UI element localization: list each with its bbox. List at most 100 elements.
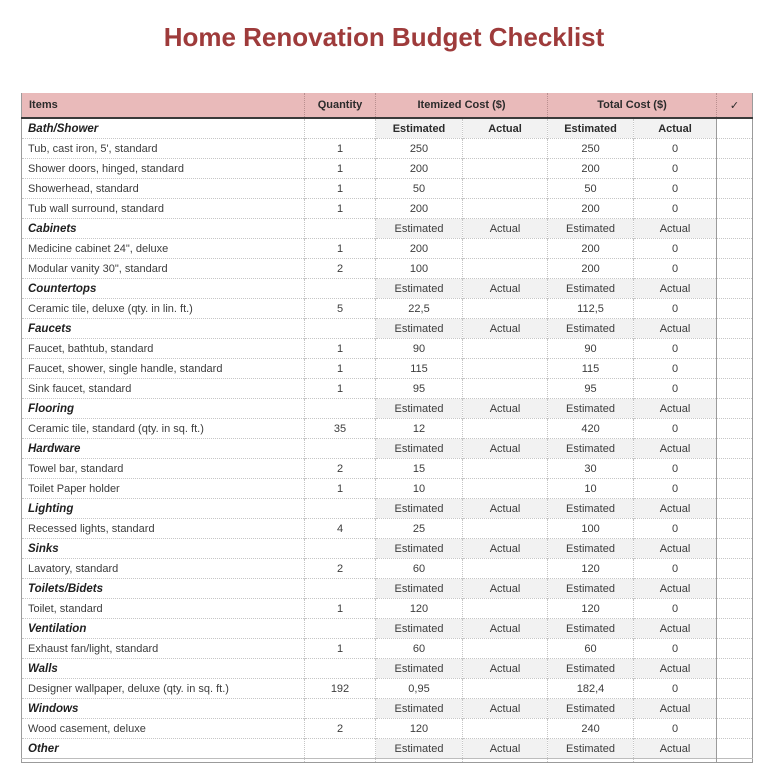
quantity-cell[interactable]: 1 xyxy=(304,138,376,159)
total-estimated-label[interactable]: Estimated xyxy=(547,438,634,459)
section-quantity-cell[interactable] xyxy=(304,658,376,679)
total-actual-cell[interactable]: 0 xyxy=(633,378,717,399)
total-actual-label[interactable]: Actual xyxy=(633,438,717,459)
total-actual-cell[interactable]: 0 xyxy=(633,558,717,579)
total-estimated-cell[interactable]: 200 xyxy=(547,238,634,259)
check-cell[interactable] xyxy=(716,238,753,259)
itemized-estimated-cell[interactable]: 120 xyxy=(375,598,463,619)
quantity-cell[interactable]: 1 xyxy=(304,158,376,179)
quantity-cell[interactable]: 1 xyxy=(304,598,376,619)
itemized-estimated-cell[interactable]: 10 xyxy=(375,478,463,499)
total-estimated-cell[interactable]: 120 xyxy=(547,558,634,579)
check-cell[interactable] xyxy=(716,278,753,299)
total-estimated-label[interactable]: Estimated xyxy=(547,738,634,759)
quantity-cell[interactable]: 4 xyxy=(304,518,376,539)
itemized-actual-cell[interactable] xyxy=(461,158,548,179)
itemized-actual-label[interactable]: Actual xyxy=(461,398,548,419)
quantity-cell[interactable]: 1 xyxy=(304,638,376,659)
itemized-actual-cell[interactable] xyxy=(461,378,548,399)
itemized-actual-label[interactable]: Actual xyxy=(461,618,548,639)
item-name-cell[interactable]: Wood casement, deluxe xyxy=(21,718,305,739)
section-name[interactable]: Faucets xyxy=(21,318,305,339)
section-quantity-cell[interactable] xyxy=(304,578,376,599)
itemized-estimated-cell[interactable]: 95 xyxy=(375,378,463,399)
section-name[interactable]: Sinks xyxy=(21,538,305,559)
total-estimated-label[interactable]: Estimated xyxy=(547,278,634,299)
itemized-actual-cell[interactable] xyxy=(461,518,548,539)
total-actual-label[interactable]: Actual xyxy=(633,618,717,639)
item-name-cell[interactable]: Lavatory, standard xyxy=(21,558,305,579)
section-name[interactable]: Flooring xyxy=(21,398,305,419)
total-actual-label[interactable]: Actual xyxy=(633,498,717,519)
quantity-cell[interactable]: 5 xyxy=(304,298,376,319)
itemized-actual-cell[interactable] xyxy=(461,358,548,379)
section-name[interactable]: Countertops xyxy=(21,278,305,299)
total-estimated-label[interactable]: Estimated xyxy=(547,318,634,339)
itemized-estimated-cell[interactable]: 25 xyxy=(375,518,463,539)
itemized-actual-cell[interactable] xyxy=(461,178,548,199)
total-estimated-cell[interactable]: 112,5 xyxy=(547,298,634,319)
total-estimated-cell[interactable]: 95 xyxy=(547,378,634,399)
total-estimated-cell[interactable]: 240 xyxy=(547,718,634,739)
check-cell[interactable] xyxy=(716,318,753,339)
quantity-cell[interactable]: 192 xyxy=(304,678,376,699)
total-actual-cell[interactable]: 0 xyxy=(633,138,717,159)
total-estimated-cell[interactable]: 60 xyxy=(547,638,634,659)
column-header-quantity[interactable]: Quantity xyxy=(304,93,376,119)
check-cell[interactable] xyxy=(716,498,753,519)
item-name-cell[interactable]: Faucet, shower, single handle, standard xyxy=(21,358,305,379)
total-estimated-label[interactable]: Estimated xyxy=(547,117,634,139)
total-actual-cell[interactable]: 0 xyxy=(633,358,717,379)
section-quantity-cell[interactable] xyxy=(304,698,376,719)
itemized-actual-label[interactable]: Actual xyxy=(461,318,548,339)
total-estimated-cell[interactable]: 182,4 xyxy=(547,678,634,699)
section-quantity-cell[interactable] xyxy=(304,738,376,759)
itemized-actual-cell[interactable] xyxy=(461,138,548,159)
check-cell[interactable] xyxy=(716,178,753,199)
itemized-actual-cell[interactable] xyxy=(461,598,548,619)
section-quantity-cell[interactable] xyxy=(304,438,376,459)
check-cell[interactable] xyxy=(716,718,753,739)
check-cell[interactable] xyxy=(716,678,753,699)
itemized-actual-cell[interactable] xyxy=(461,418,548,439)
itemized-actual-cell[interactable] xyxy=(461,258,548,279)
total-estimated-cell[interactable]: 420 xyxy=(547,418,634,439)
check-cell[interactable] xyxy=(716,117,753,139)
total-estimated-label[interactable]: Estimated xyxy=(547,538,634,559)
item-name-cell[interactable]: Ceramic tile, standard (qty. in sq. ft.) xyxy=(21,418,305,439)
total-actual-label[interactable]: Actual xyxy=(633,117,717,139)
total-estimated-label[interactable]: Estimated xyxy=(547,698,634,719)
check-cell[interactable] xyxy=(716,538,753,559)
itemized-actual-label[interactable]: Actual xyxy=(461,278,548,299)
item-name-cell[interactable]: Sink faucet, standard xyxy=(21,378,305,399)
itemized-actual-cell[interactable] xyxy=(461,638,548,659)
section-quantity-cell[interactable] xyxy=(304,498,376,519)
itemized-estimated-cell[interactable]: 115 xyxy=(375,358,463,379)
check-cell[interactable] xyxy=(716,438,753,459)
total-actual-cell[interactable]: 0 xyxy=(633,518,717,539)
item-name-cell[interactable]: Tub wall surround, standard xyxy=(21,198,305,219)
section-quantity-cell[interactable] xyxy=(304,398,376,419)
section-quantity-cell[interactable] xyxy=(304,218,376,239)
section-quantity-cell[interactable] xyxy=(304,318,376,339)
column-header-items[interactable]: Items xyxy=(21,93,305,119)
check-cell[interactable] xyxy=(716,478,753,499)
total-actual-cell[interactable]: 0 xyxy=(633,178,717,199)
total-actual-label[interactable]: Actual xyxy=(633,398,717,419)
total-estimated-label[interactable]: Estimated xyxy=(547,658,634,679)
check-cell[interactable] xyxy=(716,158,753,179)
total-actual-label[interactable]: Actual xyxy=(633,738,717,759)
itemized-estimated-cell[interactable]: 90 xyxy=(375,338,463,359)
itemized-actual-label[interactable]: Actual xyxy=(461,658,548,679)
total-estimated-cell[interactable]: 200 xyxy=(547,258,634,279)
itemized-actual-label[interactable]: Actual xyxy=(461,578,548,599)
total-actual-cell[interactable]: 0 xyxy=(633,198,717,219)
total-estimated-cell[interactable]: 10 xyxy=(547,478,634,499)
section-name[interactable]: Windows xyxy=(21,698,305,719)
check-cell[interactable] xyxy=(716,218,753,239)
quantity-cell[interactable]: 2 xyxy=(304,718,376,739)
itemized-estimated-label[interactable]: Estimated xyxy=(375,578,463,599)
itemized-actual-label[interactable]: Actual xyxy=(461,117,548,139)
total-actual-label[interactable]: Actual xyxy=(633,278,717,299)
column-header-total-cost[interactable]: Total Cost ($) xyxy=(547,93,717,119)
